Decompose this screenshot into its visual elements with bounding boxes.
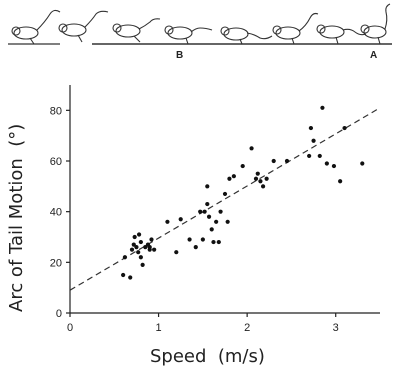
data-point xyxy=(200,237,205,242)
data-point xyxy=(132,234,137,240)
animal-figure-6 xyxy=(272,12,319,45)
illustration-label-b: B xyxy=(176,50,183,61)
x-axis-ticks: 0 1 2 3 xyxy=(67,313,339,334)
animal-figure-2 xyxy=(58,10,109,43)
data-point xyxy=(222,191,228,197)
data-point xyxy=(324,161,329,166)
data-point xyxy=(198,209,203,214)
data-point xyxy=(128,275,133,280)
data-point xyxy=(131,242,136,247)
data-point xyxy=(165,219,170,224)
animal-figure-8 xyxy=(360,3,391,45)
data-point xyxy=(129,247,135,252)
data-point xyxy=(122,255,128,260)
data-point xyxy=(211,239,216,245)
animal-figure-1 xyxy=(11,9,61,45)
y-axis-title: Arc of Tail Motion (°) xyxy=(6,124,27,312)
data-point xyxy=(307,153,312,159)
x-axis-title: Speed (m/s) xyxy=(150,346,265,367)
y-tick-label: 80 xyxy=(50,105,62,117)
data-point xyxy=(174,250,179,255)
data-point xyxy=(240,163,245,169)
illustration-label-a: A xyxy=(370,50,377,61)
data-point xyxy=(331,163,337,169)
data-point xyxy=(249,146,254,151)
data-point xyxy=(311,138,316,143)
data-point xyxy=(308,125,314,131)
data-point xyxy=(138,239,143,245)
data-point xyxy=(136,250,141,255)
data-point xyxy=(138,255,143,260)
data-point xyxy=(253,176,259,181)
data-point xyxy=(147,245,152,250)
data-point xyxy=(284,158,290,164)
hopping-sequence-illustration: B A xyxy=(8,3,392,61)
data-point xyxy=(136,232,142,237)
data-point xyxy=(320,105,325,110)
data-point xyxy=(255,171,260,176)
animal-figure-3 xyxy=(112,18,161,43)
data-point xyxy=(338,179,343,184)
data-point xyxy=(121,272,126,278)
x-tick-label: 1 xyxy=(156,322,162,334)
data-point xyxy=(271,158,276,164)
data-point xyxy=(342,125,347,131)
data-point xyxy=(178,217,183,222)
data-point xyxy=(149,237,154,242)
data-point xyxy=(202,209,207,214)
x-tick-label: 2 xyxy=(244,322,250,334)
y-tick-label: 20 xyxy=(50,257,62,269)
animal-figure-4 xyxy=(164,25,213,45)
data-point xyxy=(231,174,236,179)
animal-figure-5 xyxy=(220,26,273,45)
data-point xyxy=(258,179,263,184)
data-point xyxy=(218,209,223,214)
data-point xyxy=(206,214,212,219)
data-point xyxy=(360,161,365,166)
data-point xyxy=(134,245,139,250)
data-point xyxy=(225,219,230,224)
data-point xyxy=(143,245,148,250)
y-tick-label: 40 xyxy=(50,207,62,219)
data-point xyxy=(260,184,266,189)
data-point xyxy=(187,237,192,242)
data-points xyxy=(121,105,365,280)
data-point xyxy=(317,153,322,159)
animal-figure-7 xyxy=(316,24,367,45)
data-point xyxy=(140,262,145,267)
data-point xyxy=(205,184,210,189)
data-point xyxy=(214,219,219,224)
data-point xyxy=(152,247,157,252)
data-point xyxy=(264,176,269,181)
y-axis-ticks: 0 20 40 60 80 xyxy=(50,105,70,320)
data-point xyxy=(216,239,221,245)
x-tick-label: 0 xyxy=(67,322,73,334)
data-point xyxy=(193,245,198,250)
y-tick-label: 0 xyxy=(56,308,62,320)
data-point xyxy=(227,176,232,181)
chart-axes xyxy=(69,85,380,314)
data-point xyxy=(209,227,214,232)
x-tick-label: 3 xyxy=(333,322,339,334)
trend-line xyxy=(69,107,381,291)
y-tick-label: 60 xyxy=(50,156,62,168)
data-point xyxy=(205,201,210,207)
